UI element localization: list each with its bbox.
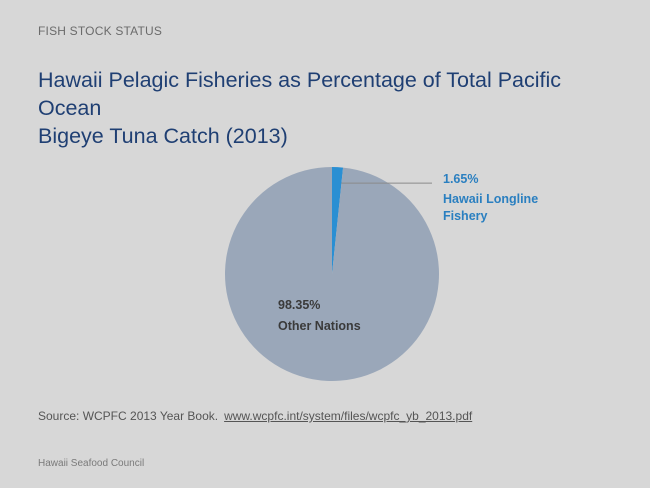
pie-slice-hawaii-longline <box>332 167 344 274</box>
label-hawaii-name-line2: Fishery <box>443 209 488 223</box>
label-other-name: Other Nations <box>278 319 361 333</box>
pie-slice-other-nations <box>225 167 439 381</box>
label-hawaii-percent: 1.65% <box>443 172 478 186</box>
source-citation: Source: WCPFC 2013 Year Book. www.wcpfc.i… <box>38 409 472 423</box>
label-hawaii-name: Hawaii Longline <box>443 192 538 206</box>
footer: Hawaii Seafood Council <box>38 458 145 469</box>
title-line-1: Hawaii Pelagic Fisheries as Percentage o… <box>38 68 562 120</box>
title-line-2: Bigeye Tuna Catch (2013) <box>38 124 288 148</box>
source-text: Source: WCPFC 2013 Year Book. <box>38 409 219 423</box>
source-link[interactable]: www.wcpfc.int/system/files/wcpfc_yb_2013… <box>224 409 473 423</box>
label-other-percent: 98.35% <box>278 298 320 312</box>
page-title: Hawaii Pelagic Fisheries as Percentage o… <box>38 66 598 150</box>
section-label: FISH STOCK STATUS <box>38 24 163 38</box>
